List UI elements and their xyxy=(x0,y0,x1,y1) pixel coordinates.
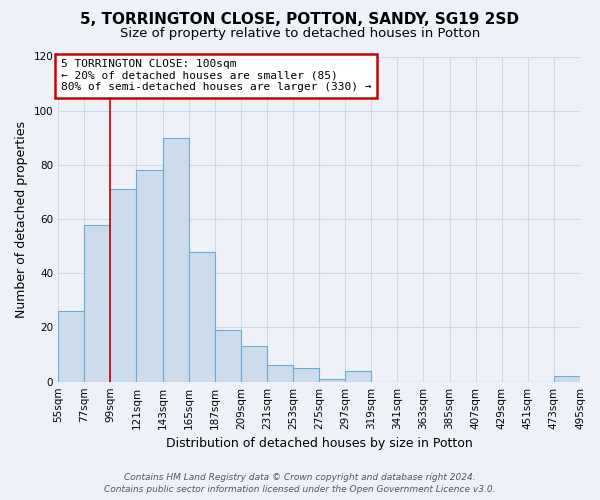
Text: 5 TORRINGTON CLOSE: 100sqm
← 20% of detached houses are smaller (85)
80% of semi: 5 TORRINGTON CLOSE: 100sqm ← 20% of deta… xyxy=(61,59,371,92)
Bar xyxy=(110,190,136,382)
Bar xyxy=(84,224,110,382)
X-axis label: Distribution of detached houses by size in Potton: Distribution of detached houses by size … xyxy=(166,437,472,450)
Bar xyxy=(293,368,319,382)
Bar xyxy=(136,170,163,382)
Text: Size of property relative to detached houses in Potton: Size of property relative to detached ho… xyxy=(120,28,480,40)
Bar xyxy=(163,138,188,382)
Bar xyxy=(554,376,580,382)
Bar xyxy=(215,330,241,382)
Bar xyxy=(188,252,215,382)
Bar xyxy=(345,371,371,382)
Y-axis label: Number of detached properties: Number of detached properties xyxy=(15,120,28,318)
Bar xyxy=(267,366,293,382)
Bar xyxy=(241,346,267,382)
Bar xyxy=(319,379,345,382)
Bar xyxy=(58,311,84,382)
Text: 5, TORRINGTON CLOSE, POTTON, SANDY, SG19 2SD: 5, TORRINGTON CLOSE, POTTON, SANDY, SG19… xyxy=(80,12,520,28)
Text: Contains HM Land Registry data © Crown copyright and database right 2024.
Contai: Contains HM Land Registry data © Crown c… xyxy=(104,472,496,494)
